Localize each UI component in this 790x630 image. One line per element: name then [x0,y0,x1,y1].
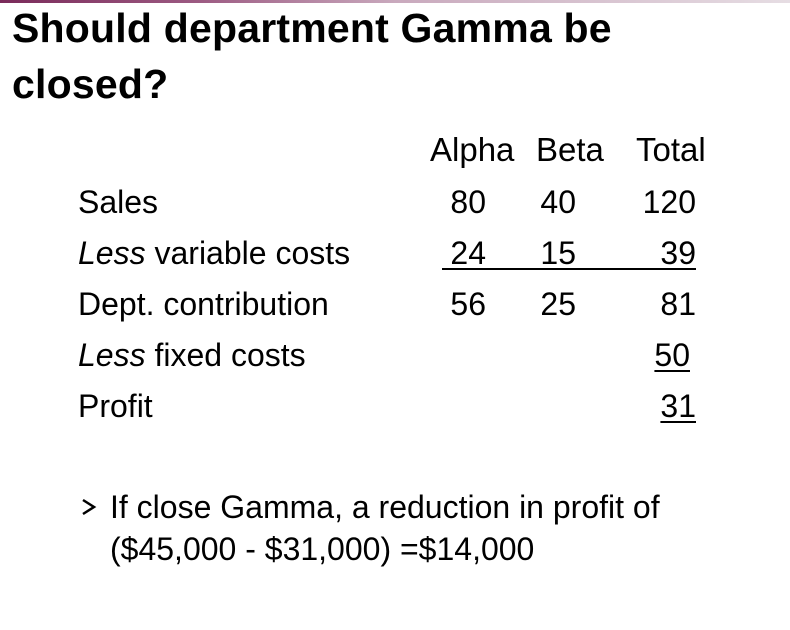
top-accent-rule [0,0,790,3]
contribution-alpha-value: 56 [450,286,486,322]
row-label-text: Dept. contribution [78,286,329,322]
sales-alpha-value: 80 [450,184,486,220]
contribution-total-value: 81 [660,286,696,322]
row-label-text: Sales [78,184,159,220]
slide-title: Should department Gamma be closed? [12,5,612,107]
arrowhead-bullet-icon [82,498,97,516]
bullet-line-1: If close Gamma, a reduction in profit of [110,489,660,525]
contribution-beta-value: 25 [540,286,576,322]
variable-costs-alpha-value: 24 [450,235,486,271]
row-label-prefix: Less [78,337,146,373]
column-header-beta: Beta [536,131,604,168]
row-label-prefix: Less [78,235,146,271]
variable-costs-beta-value: 15 [540,235,576,271]
row-label-fixed-costs: Less fixed costs [78,335,306,375]
profit-total-value: 31 [660,388,696,424]
sales-total-value: 120 [642,184,696,220]
variable-costs-total-value: 39 [660,235,696,271]
row-label-dept-contribution: Dept. contribution [78,284,329,324]
row-label-text: Profit [78,388,153,424]
column-header-total: Total [636,131,706,168]
row-label-text: fixed costs [145,337,306,373]
row-label-profit: Profit [78,386,153,426]
sales-beta-value: 40 [540,184,576,220]
subtotal-underline [442,268,696,270]
row-label-text: variable costs [145,235,351,271]
bullet-text: If close Gamma, a reduction in profit of… [110,486,790,570]
fixed-costs-total-value: 50 [654,337,690,373]
row-label-variable-costs: Less variable costs [78,233,350,273]
column-header-alpha: Alpha [430,131,515,168]
row-label-sales: Sales [78,182,158,222]
bullet-line-2: ($45,000 - $31,000) =$14,000 [110,531,535,567]
